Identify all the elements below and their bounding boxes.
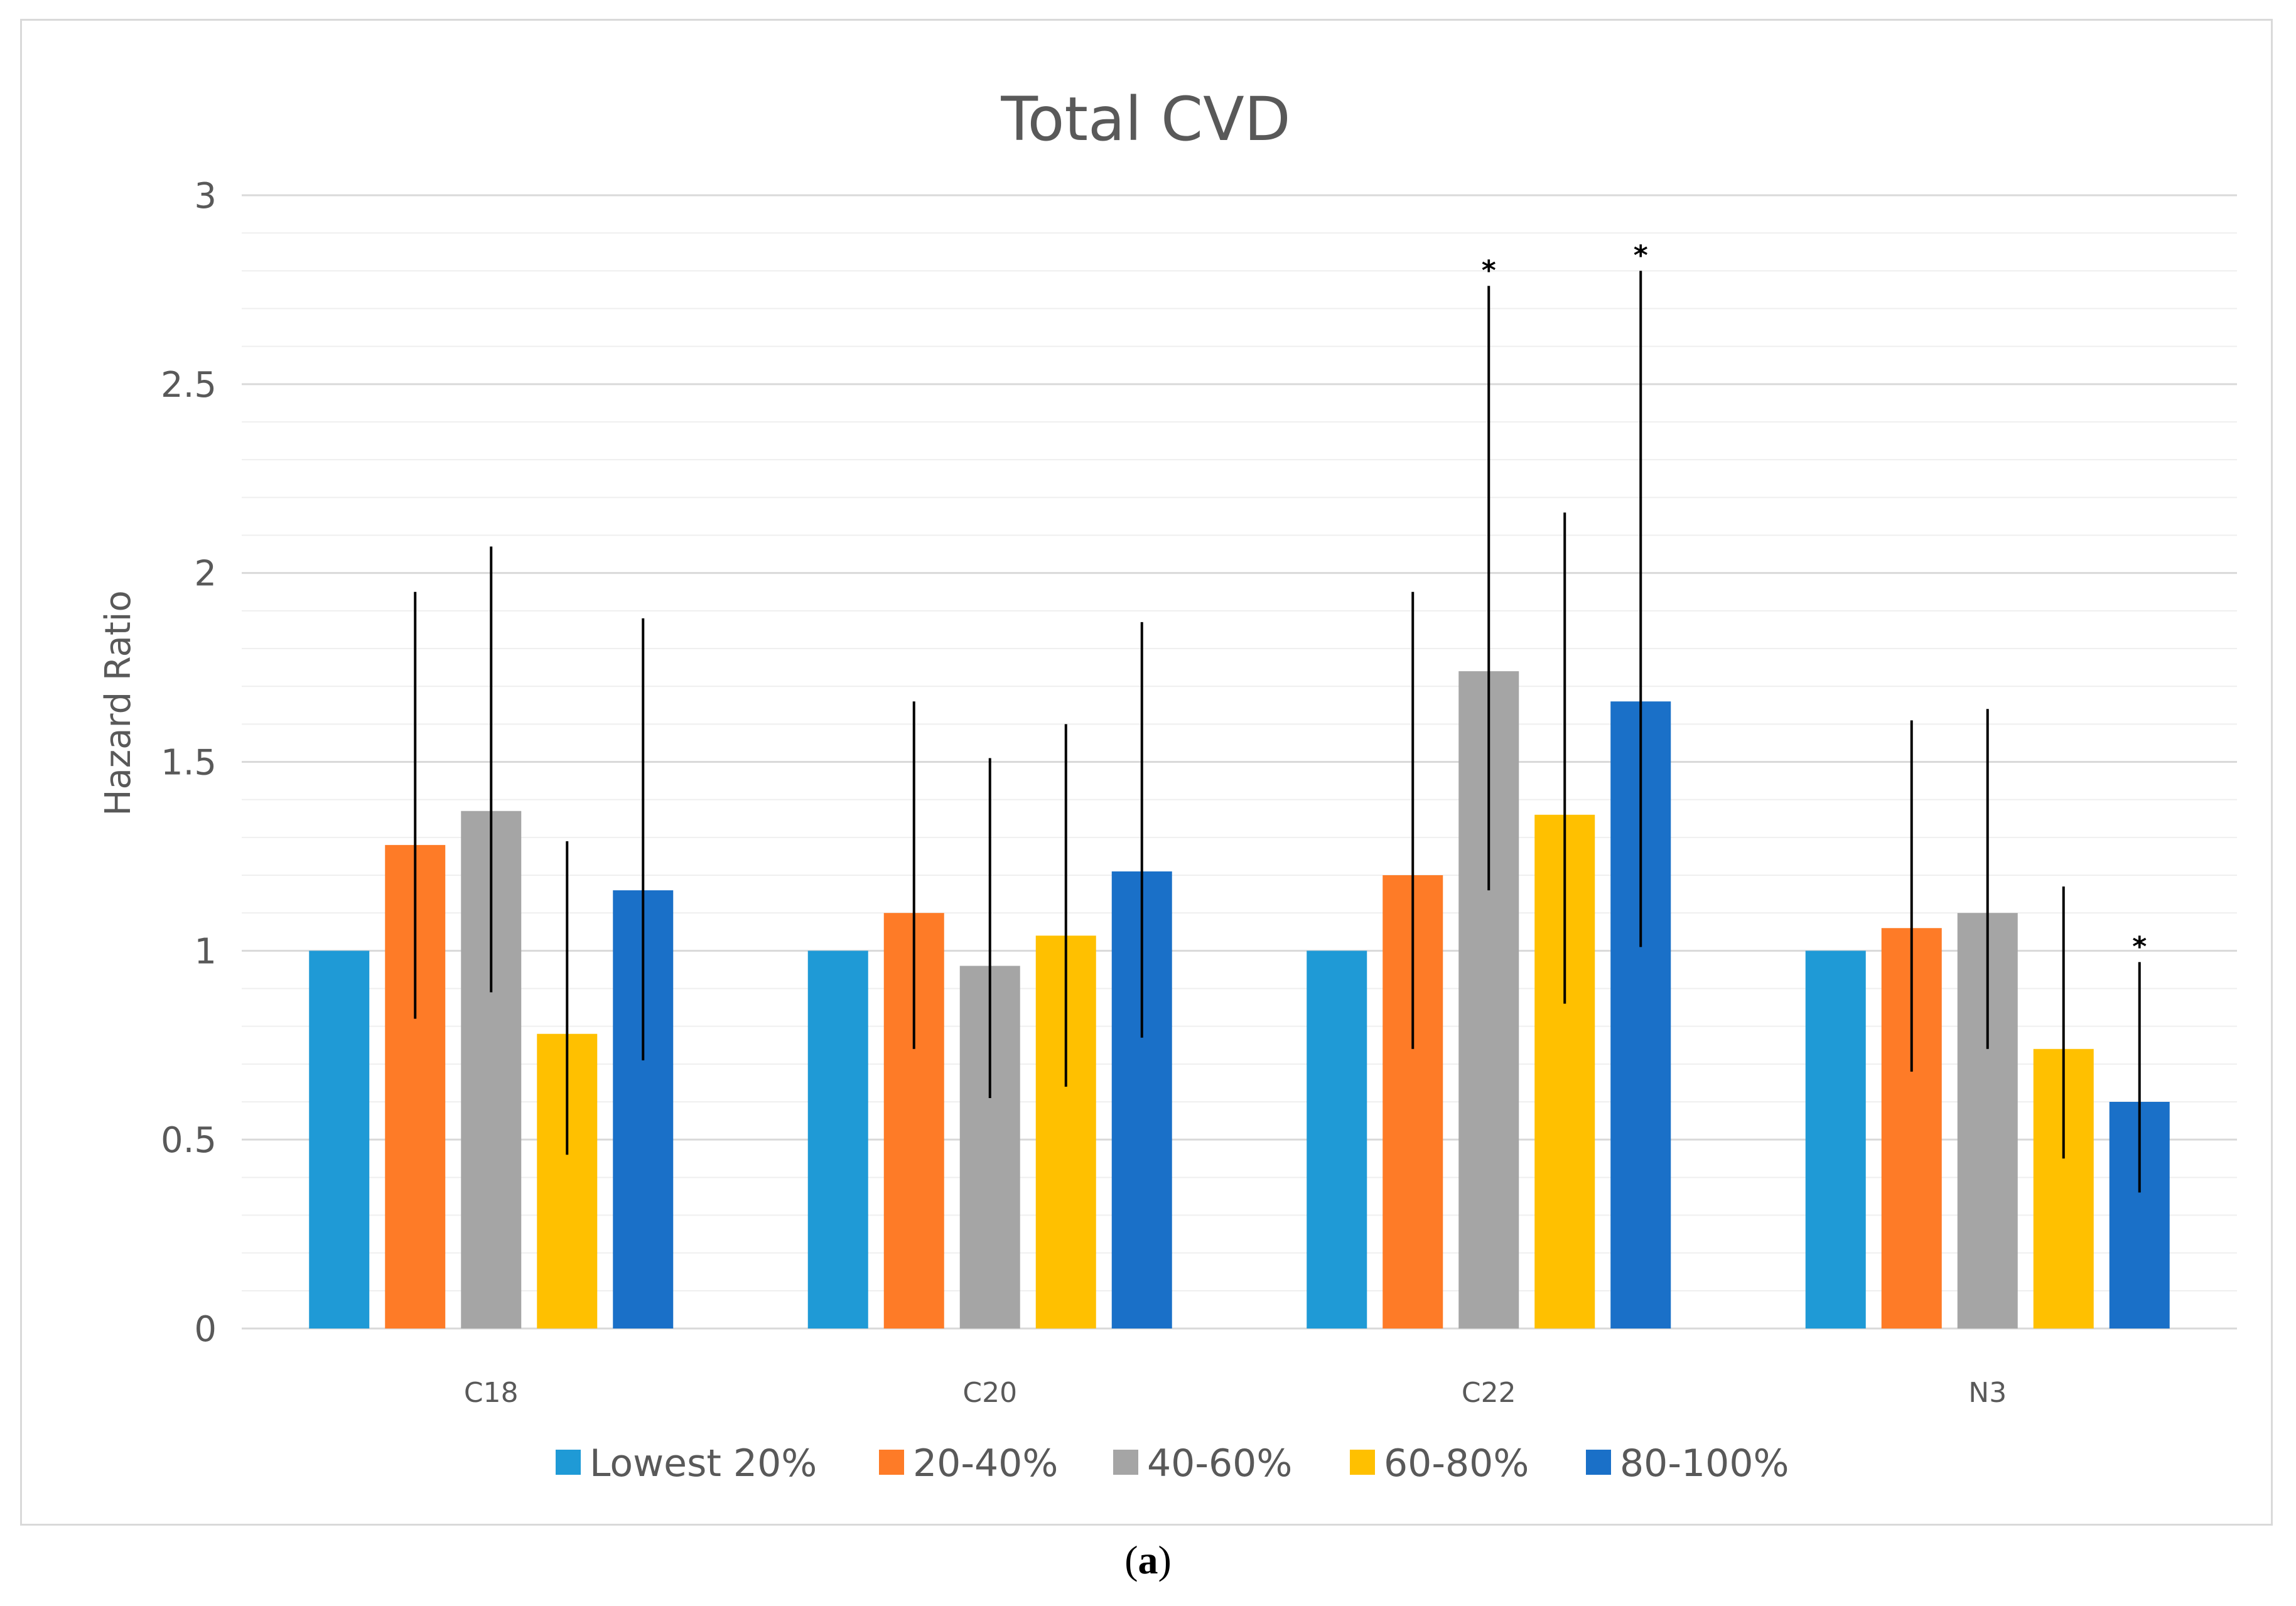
y-tick-label: 1 (194, 931, 217, 972)
legend-label: 20-40% (913, 1442, 1058, 1485)
y-tick-label: 1.5 (161, 743, 217, 784)
bar (1805, 951, 1866, 1328)
chart-svg: * * * Total CVD Hazard Ratio 0 0.5 1 1.5 2 2.5 3… (98, 84, 2237, 1485)
figure-caption: (a) (0, 1537, 2296, 1583)
bar (807, 951, 868, 1328)
error-bar-layer: * * * (414, 239, 2147, 1193)
chart-frame: * * * Total CVD Hazard Ratio 0 0.5 1 1.5 2 2.5 3… (20, 19, 2273, 1526)
caption-letter: a (1138, 1538, 1158, 1582)
legend-swatch (1113, 1450, 1138, 1475)
y-tick-labels: 0 0.5 1 1.5 2 2.5 3 (161, 176, 217, 1350)
bar (309, 951, 370, 1328)
y-tick-label: 0 (194, 1309, 217, 1350)
significance-marker: * (1634, 239, 1648, 271)
bar-layer (309, 671, 2170, 1328)
legend-swatch (556, 1450, 581, 1475)
legend-label: 40-60% (1147, 1442, 1292, 1485)
legend-swatch (879, 1450, 904, 1475)
legend-swatch (1586, 1450, 1611, 1475)
legend: Lowest 20% 20-40% 40-60% 60-80% 80-100% (556, 1442, 1789, 1485)
chart-title: Total CVD (1000, 84, 1290, 154)
y-tick-label: 2.5 (161, 365, 217, 406)
x-category-label: C18 (464, 1377, 519, 1409)
caption-open-paren: ( (1124, 1538, 1138, 1582)
y-tick-label: 3 (194, 176, 217, 217)
caption-close-paren: ) (1158, 1538, 1172, 1582)
x-category-label: C20 (962, 1377, 1017, 1409)
y-tick-label: 2 (194, 554, 217, 595)
legend-label: 80-100% (1620, 1442, 1789, 1485)
significance-marker: * (2132, 930, 2147, 962)
x-category-labels: C18 C20 C22 N3 (464, 1377, 2007, 1409)
y-tick-label: 0.5 (161, 1120, 217, 1161)
legend-swatch (1350, 1450, 1375, 1475)
y-axis-label: Hazard Ratio (98, 590, 139, 816)
significance-marker: * (1482, 254, 1496, 286)
bar (1307, 951, 1367, 1328)
x-category-label: N3 (1968, 1377, 2007, 1409)
legend-label: Lowest 20% (590, 1442, 817, 1485)
x-category-label: C22 (1462, 1377, 1516, 1409)
legend-label: 60-80% (1384, 1442, 1529, 1485)
